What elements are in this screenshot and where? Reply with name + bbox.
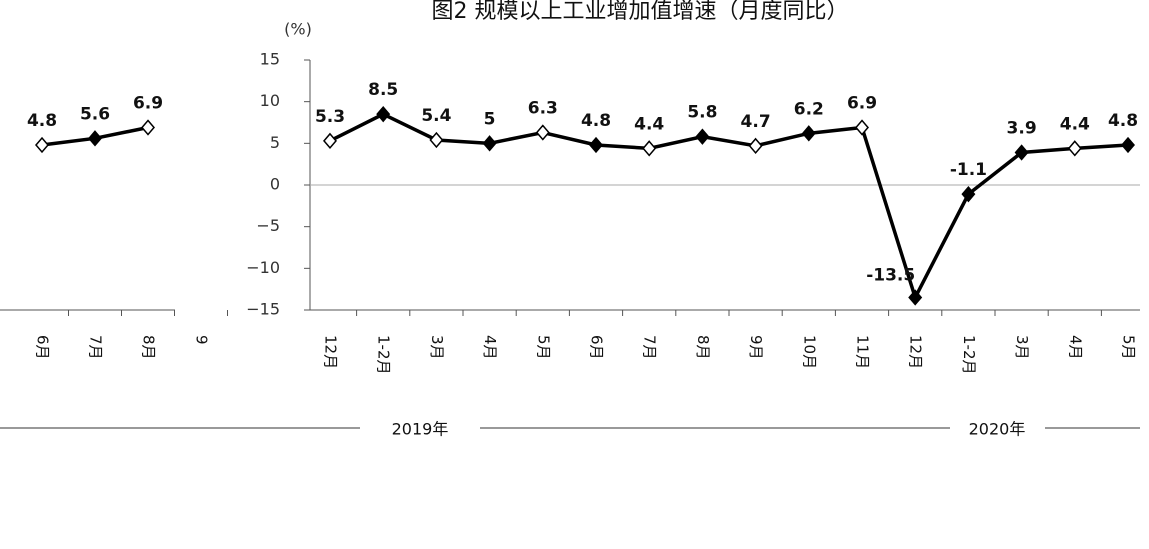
data-point (589, 136, 603, 154)
unit-label: (%) (284, 20, 312, 39)
x-tick-label: 12月 (907, 335, 925, 369)
y-tick-label: 15 (260, 50, 280, 69)
y-tick-label: −5 (256, 216, 280, 235)
x-tick-label: 1-2月 (960, 335, 978, 375)
x-tick-label: 3月 (428, 335, 446, 360)
data-point (35, 136, 49, 154)
data-point (141, 119, 155, 136)
x-tick-label: 8月 (694, 335, 712, 360)
data-label: 5 (484, 109, 496, 129)
data-label: 3.9 (1007, 119, 1037, 139)
chart-title: 图2 规模以上工业增加值增速（月度同比） (432, 0, 849, 24)
data-point (1014, 144, 1029, 161)
data-point (429, 131, 444, 149)
data-label: 4.7 (741, 112, 771, 132)
x-tick-label: 5月 (534, 335, 552, 360)
data-label: 4.4 (1060, 114, 1090, 134)
x-tick-label: 12月 (322, 335, 340, 369)
x-tick-label: 6月 (588, 335, 606, 360)
data-point (535, 124, 550, 141)
series-line (329, 112, 1129, 303)
data-point (376, 106, 391, 123)
x-tick-label: 4月 (1066, 335, 1084, 360)
data-point (323, 132, 337, 149)
data-label: -13.5 (866, 266, 915, 286)
data-point (482, 135, 497, 152)
data-label: 4.4 (634, 114, 664, 134)
data-point (1067, 140, 1082, 157)
x-tick-label: 8月 (140, 335, 158, 360)
data-point (695, 128, 710, 145)
y-tick-label: 5 (270, 133, 280, 152)
data-label: 6.2 (794, 99, 824, 119)
y-tick-label: −15 (246, 300, 280, 319)
data-label: 5.3 (315, 107, 345, 127)
y-tick-label: 10 (260, 91, 280, 110)
data-label: 4.8 (27, 111, 57, 131)
data-label: 5.8 (687, 103, 717, 123)
data-label: 5.6 (80, 104, 110, 124)
data-label: 8.5 (368, 80, 398, 100)
data-point (801, 125, 816, 142)
x-tick-label: 9月 (747, 335, 765, 360)
x-tick-label: 7月 (641, 335, 659, 360)
x-tick-label: 1-2月 (375, 335, 393, 375)
data-label: 5.4 (421, 106, 451, 126)
data-label: 6.3 (528, 99, 558, 119)
data-label: 6.9 (133, 94, 163, 114)
data-label: 4.8 (1108, 111, 1138, 131)
y-tick-label: −10 (246, 258, 280, 277)
x-tick-label: 10月 (800, 335, 818, 369)
x-tick-label: 5月 (1120, 335, 1138, 360)
group-label: 2019年 (392, 420, 449, 439)
data-label: -1.1 (950, 160, 987, 180)
x-tick-label: 7月 (87, 335, 105, 360)
data-label: 4.8 (581, 111, 611, 131)
data-point (855, 119, 869, 136)
group-label: 2020年 (969, 420, 1026, 439)
x-tick-label: 11月 (854, 335, 872, 369)
data-point (642, 140, 657, 157)
x-tick-label: 6月 (34, 335, 52, 360)
data-point (748, 137, 763, 154)
x-tick-label: 9 (193, 335, 211, 345)
data-label: 6.9 (847, 94, 877, 114)
x-tick-label: 3月 (1013, 335, 1031, 360)
x-tick-label: 4月 (481, 335, 499, 360)
data-point (961, 186, 976, 203)
y-tick-label: 0 (270, 175, 280, 194)
data-point (908, 289, 923, 306)
data-point (88, 130, 102, 147)
data-point (1121, 136, 1135, 154)
